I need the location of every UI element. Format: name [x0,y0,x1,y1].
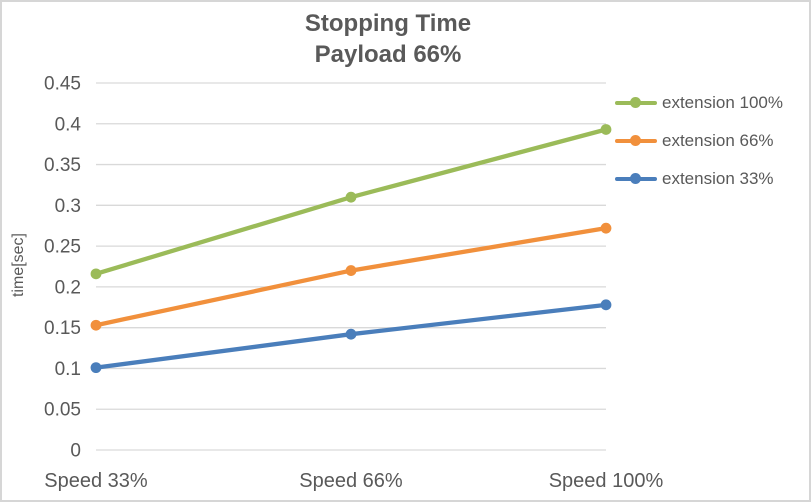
legend-line-marker-icon [615,135,657,147]
legend-item-extension-66: extension 66% [615,129,783,153]
data-point-marker [345,328,357,340]
y-tick-label: 0 [70,441,81,462]
legend-label: extension 100% [662,93,783,112]
legend-item-extension-33: extension 33% [615,167,783,191]
data-point-marker [600,124,612,135]
y-tick-label: 0.45 [44,74,81,95]
data-point-marker [600,222,612,234]
y-tick-label: 0.35 [44,155,81,176]
y-tick-label: 0.25 [44,237,81,258]
y-tick-label: 0.2 [55,277,81,298]
legend-line-marker-icon [615,173,657,185]
y-tick-label: 0.05 [44,400,81,421]
chart-title-block: Stopping Time Payload 66% [2,8,774,70]
x-category-label: Speed 33% [44,470,148,492]
x-category-label: Speed 100% [549,470,664,492]
y-tick-label: 0.1 [55,359,81,380]
data-point-marker [345,191,357,203]
legend-label: extension 66% [662,131,774,150]
data-point-marker [90,268,102,280]
series-line-extension-66- [93,226,609,328]
chart-subtitle: Payload 66% [314,41,462,68]
x-category-label: Speed 66% [299,470,403,492]
legend-line-marker-icon [615,97,657,109]
chart-title: Stopping Time [304,10,472,37]
data-point-marker [90,319,102,331]
data-point-marker [600,299,612,311]
legend-item-extension-100: extension 100% [615,91,783,115]
y-tick-label: 0.4 [55,114,82,135]
legend: extension 100% extension 66% extension 3… [615,91,783,191]
y-tick-label: 0.3 [55,196,81,217]
legend-label: extension 33% [662,169,774,188]
data-point-marker [345,265,357,276]
data-point-marker [90,362,102,374]
y-tick-label: 0.15 [44,318,81,339]
